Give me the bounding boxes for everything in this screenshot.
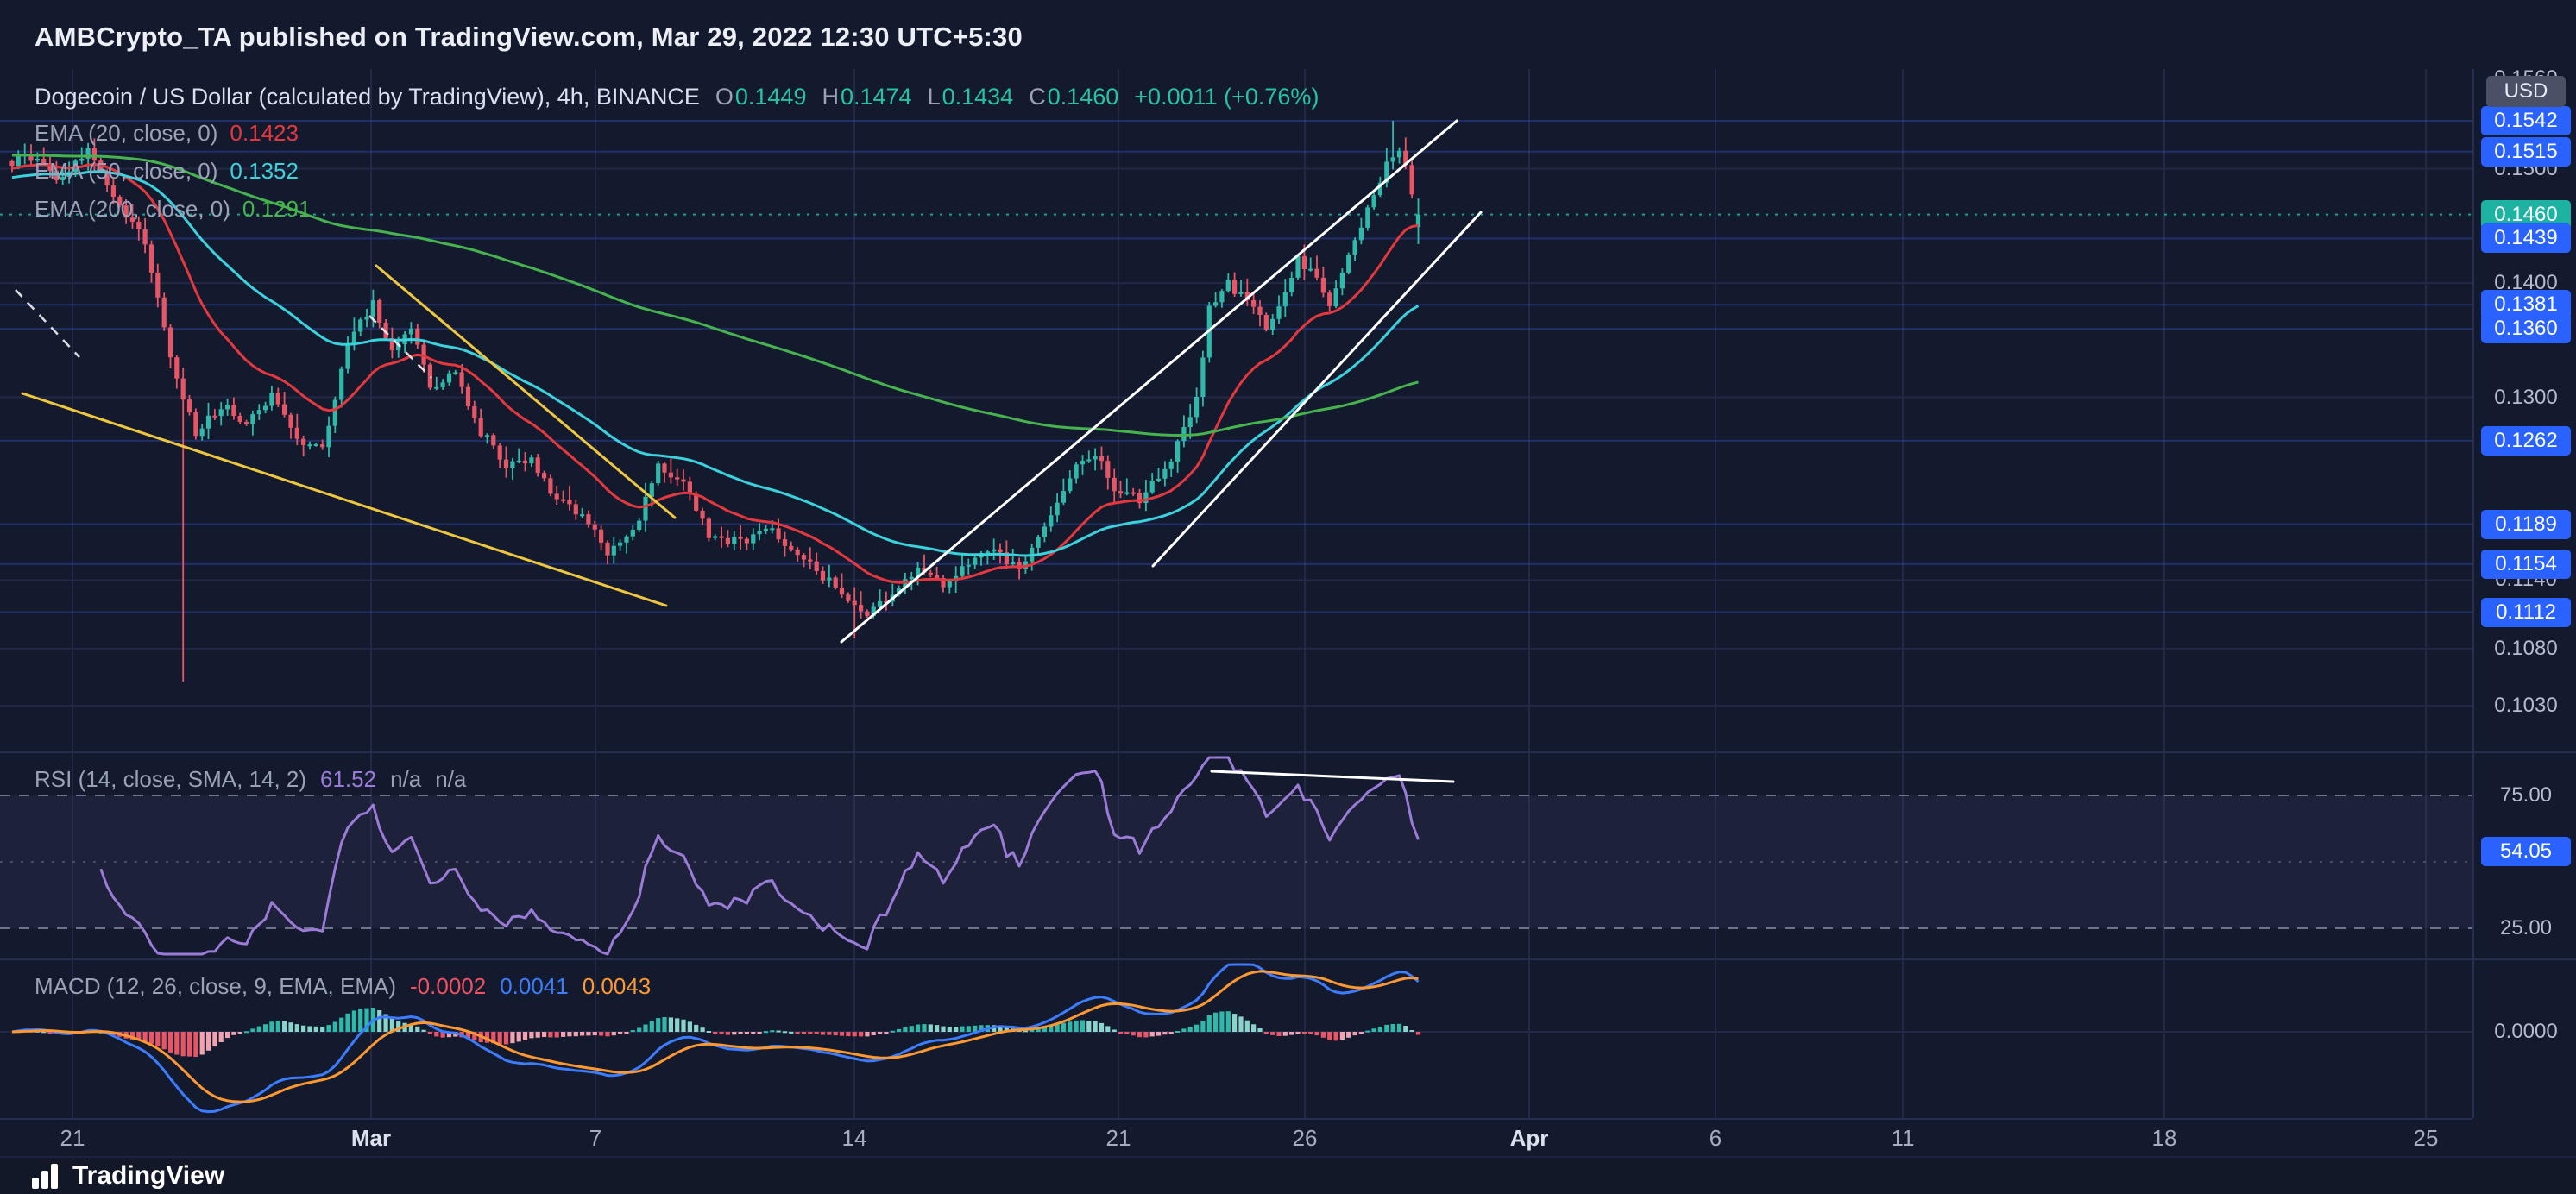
price-axis-label: 0.1300 — [2494, 386, 2558, 409]
ohlc-low: L 0.1434 — [928, 84, 1014, 110]
tradingview-brand-name: TradingView — [72, 1161, 225, 1190]
macd-legend: MACD (12, 26, close, 9, EMA, EMA) -0.000… — [35, 973, 651, 1000]
ema50-value: 0.1352 — [230, 157, 299, 184]
rsi-value-badge: 54.05 — [2481, 837, 2571, 866]
ohlc-close-label: C — [1029, 83, 1046, 110]
ohlc-open-label: O — [715, 83, 734, 110]
tradingview-footer: TradingView — [0, 1156, 2576, 1194]
rsi-axis-lower-label: 25.00 — [2499, 916, 2553, 939]
rsi-na-1: n/a — [390, 766, 422, 792]
macd-axis-zero-label: 0.0000 — [2494, 1020, 2558, 1043]
ohlc-open: O 0.1449 — [715, 84, 807, 110]
macd-value-2: 0.0043 — [582, 973, 652, 999]
symbol-legend-row: Dogecoin / US Dollar (calculated by Trad… — [35, 79, 1319, 114]
price-level-badge: 0.1360 — [2481, 314, 2571, 343]
price-level-badge: 0.1439 — [2481, 223, 2571, 253]
tradingview-logo-icon — [32, 1164, 58, 1189]
rsi-axis-upper-label: 75.00 — [2499, 783, 2553, 807]
rsi-value: 61.52 — [320, 766, 377, 792]
price-axis-label: 0.1080 — [2494, 637, 2558, 660]
ema50-label: EMA (50, close, 0) — [35, 157, 218, 184]
price-axis[interactable]: USD 0.15600.15000.14000.13000.11400.1080… — [2472, 66, 2576, 1118]
rsi-legend: RSI (14, close, SMA, 14, 2) 61.52 n/a n/… — [35, 766, 466, 793]
price-level-badge: 0.1515 — [2481, 137, 2571, 167]
tradingview-logo-link[interactable]: TradingView — [29, 1160, 224, 1191]
time-axis-month-label: Apr — [1509, 1125, 1549, 1151]
macd-value-1: 0.0041 — [500, 973, 569, 999]
ema200-legend: EMA (200, close, 0) 0.1291 — [35, 190, 1319, 228]
time-axis-day-label: 25 — [2413, 1125, 2439, 1151]
macd-value-0: -0.0002 — [410, 973, 487, 999]
price-level-badge: 0.1189 — [2481, 510, 2571, 539]
ema50-legend: EMA (50, close, 0) 0.1352 — [35, 152, 1319, 190]
ema200-value: 0.1291 — [242, 195, 312, 222]
ohlc-change: +0.0011 (+0.76%) — [1134, 83, 1319, 110]
ohlc-high-label: H — [822, 83, 839, 110]
ema20-label: EMA (20, close, 0) — [35, 119, 218, 146]
ohlc-low-label: L — [927, 83, 941, 110]
time-axis-day-label: 21 — [60, 1125, 85, 1151]
price-level-badge: 0.1154 — [2481, 550, 2571, 579]
ohlc-value: 0.1434 — [942, 83, 1014, 110]
time-axis-day-label: 14 — [841, 1125, 867, 1151]
attribution-bar: AMBCrypto_TA published on TradingView.co… — [35, 16, 1023, 59]
attribution-text: AMBCrypto_TA published on TradingView.co… — [35, 22, 1023, 52]
time-axis-day-label: 18 — [2151, 1125, 2177, 1151]
currency-badge: USD — [2486, 76, 2566, 107]
price-level-badge: 0.1262 — [2481, 426, 2571, 456]
ohlc-value: 0.1460 — [1047, 83, 1119, 110]
ema200-label: EMA (200, close, 0) — [35, 195, 230, 222]
symbol-legend: Dogecoin / US Dollar (calculated by Trad… — [35, 79, 1319, 228]
ohlc-value: 0.1449 — [734, 83, 807, 110]
ema20-value: 0.1423 — [230, 119, 299, 146]
price-level-badge: 0.1112 — [2481, 598, 2571, 627]
symbol-title: Dogecoin / US Dollar (calculated by Trad… — [35, 83, 700, 110]
rsi-label: RSI (14, close, SMA, 14, 2) — [35, 766, 307, 792]
ohlc-close: C 0.1460 — [1029, 84, 1118, 110]
rsi-na-2: n/a — [435, 766, 467, 792]
time-axis-day-label: 11 — [1891, 1125, 1915, 1151]
time-axis-day-label: 26 — [1292, 1125, 1318, 1151]
time-axis-day-label: 6 — [1709, 1125, 1723, 1151]
time-axis-day-label: 7 — [589, 1125, 602, 1151]
time-axis[interactable]: 21 Mar 7 14 21 26 Apr 6 11 18 25 — [0, 1118, 2472, 1158]
ohlc-high: H 0.1474 — [822, 84, 911, 110]
ema20-legend: EMA (20, close, 0) 0.1423 — [35, 114, 1319, 152]
price-axis-label: 0.1030 — [2494, 694, 2558, 717]
macd-label: MACD (12, 26, close, 9, EMA, EMA) — [35, 973, 397, 999]
time-axis-day-label: 21 — [1105, 1125, 1131, 1151]
ohlc-value: 0.1474 — [840, 83, 912, 110]
time-axis-month-label: Mar — [350, 1125, 392, 1151]
price-level-badge: 0.1542 — [2481, 106, 2571, 135]
